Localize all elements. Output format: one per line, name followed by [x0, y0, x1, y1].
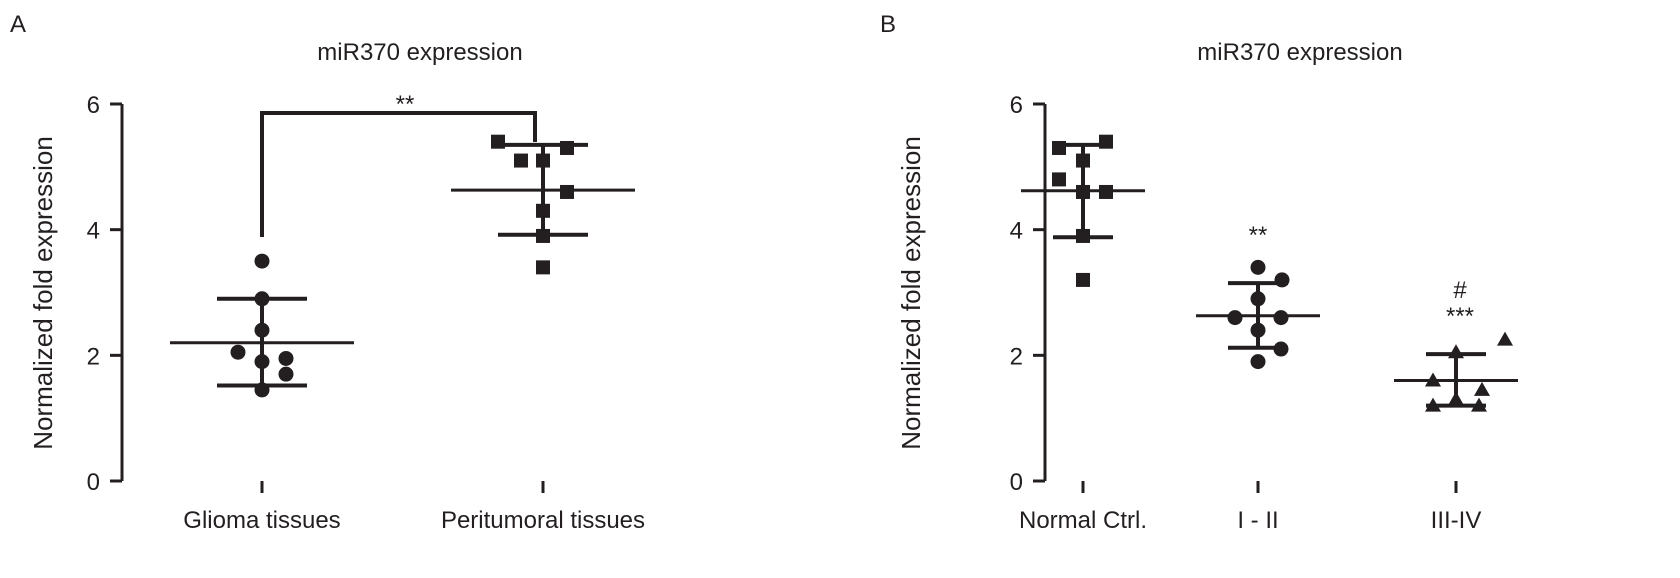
data-point-circle — [278, 366, 294, 382]
data-point-circle — [254, 354, 270, 370]
data-point-circle — [254, 382, 270, 398]
significance-label: ** — [1249, 222, 1268, 249]
data-point-triangle — [1425, 372, 1441, 387]
data-point-square — [514, 153, 528, 168]
significance-bracket — [260, 111, 537, 237]
data-point-square — [1076, 153, 1090, 168]
data-point-square — [1099, 134, 1113, 149]
y-tick-label: 4 — [87, 218, 100, 245]
data-point-circle — [1274, 272, 1290, 288]
x-tick-label: I - II — [1237, 507, 1278, 534]
data-point-square — [1052, 172, 1066, 187]
significance-label: # — [1453, 277, 1467, 304]
data-point-triangle — [1474, 381, 1490, 396]
data-point-circle — [1250, 291, 1266, 307]
data-point-circle — [1227, 310, 1243, 326]
data-point-square — [1076, 184, 1090, 199]
y-axis-label: Normalized fold expression — [28, 136, 58, 450]
panel-label: A — [10, 11, 26, 38]
data-point-square — [491, 134, 505, 149]
data-point-triangle — [1448, 344, 1464, 359]
data-point-circle — [1250, 259, 1266, 275]
data-point-circle — [254, 291, 270, 307]
chart-title: miR370 expression — [317, 39, 522, 66]
data-point-circle — [1250, 354, 1266, 370]
data-point-circle — [254, 322, 270, 338]
y-tick-label: 2 — [87, 343, 100, 370]
data-point-square — [1099, 184, 1113, 199]
panel-label: B — [880, 11, 896, 38]
significance-label: ** — [396, 91, 415, 118]
data-point-circle — [1250, 322, 1266, 338]
data-point-square — [536, 228, 550, 243]
data-point-circle — [278, 350, 294, 366]
data-point-triangle — [1425, 397, 1441, 412]
data-point-square — [536, 153, 550, 168]
chart-title: miR370 expression — [1197, 39, 1402, 66]
x-tick-label: Normal Ctrl. — [1019, 507, 1147, 534]
panel-a: A miR370 expression Normalized fold expr… — [10, 11, 645, 534]
y-axis-label: Normalized fold expression — [896, 136, 926, 450]
data-point-triangle — [1497, 331, 1513, 346]
x-tick-label: Glioma tissues — [183, 507, 340, 534]
data-point-triangle — [1448, 391, 1464, 406]
data-point-square — [560, 184, 574, 199]
y-tick-label: 2 — [1010, 343, 1023, 370]
data-point-circle — [230, 344, 246, 360]
data-point-triangle — [1471, 397, 1487, 412]
data-point-circle — [1273, 310, 1289, 326]
data-point-square — [1052, 140, 1066, 155]
y-tick-label: 6 — [87, 92, 100, 119]
y-tick-label: 4 — [1010, 218, 1023, 245]
data-point-square — [560, 140, 574, 155]
panel-b: B miR370 expression Normalized fold expr… — [880, 11, 1518, 534]
data-point-square — [1076, 228, 1090, 243]
x-tick-label: Peritumoral tissues — [441, 507, 645, 534]
y-tick-label: 6 — [1010, 92, 1023, 119]
data-point-square — [1076, 272, 1090, 287]
y-tick-label: 0 — [1010, 469, 1023, 496]
data-point-circle — [254, 253, 270, 269]
data-point-circle — [1273, 341, 1289, 357]
x-tick-label: III-IV — [1431, 507, 1482, 534]
significance-label: *** — [1446, 303, 1474, 330]
y-tick-label: 0 — [87, 469, 100, 496]
data-point-square — [536, 203, 550, 218]
data-point-square — [536, 260, 550, 275]
